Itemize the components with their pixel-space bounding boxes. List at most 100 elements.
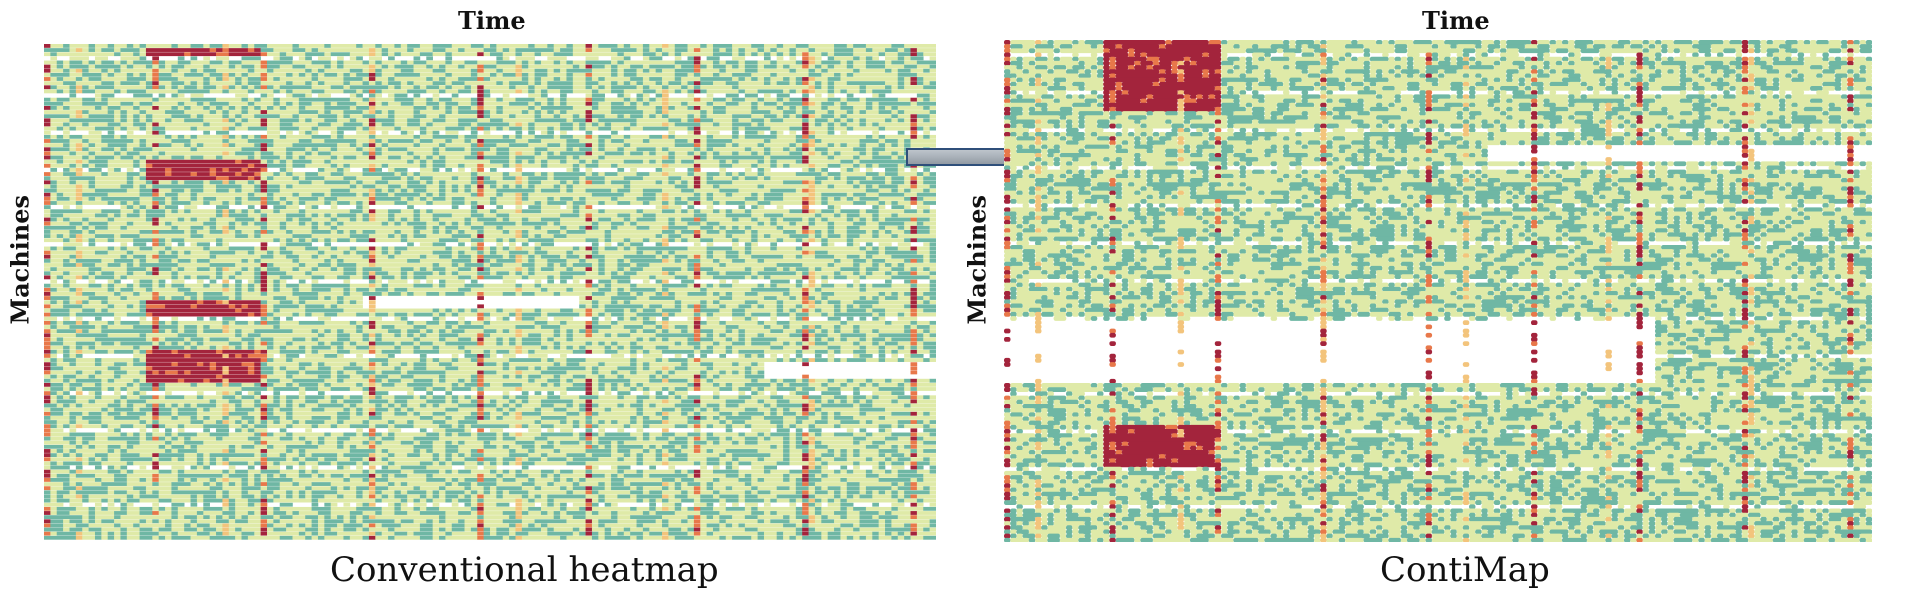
heatmap-cell	[286, 296, 300, 300]
heatmap-cell	[267, 77, 274, 81]
heatmap-cell	[63, 159, 77, 164]
heatmap-cell	[763, 213, 784, 218]
heatmap-cell	[572, 81, 586, 86]
heatmap-cell	[681, 52, 714, 57]
heatmap-cell	[44, 118, 51, 123]
heatmap-cell	[521, 234, 529, 238]
heatmap-cell	[56, 85, 70, 90]
heatmap-cell	[579, 114, 586, 119]
heatmap-cell	[279, 56, 293, 61]
heatmap-cell	[63, 271, 70, 276]
heatmap-cell	[744, 172, 758, 176]
heatmap-cell	[540, 114, 555, 119]
heatmap-cell	[381, 163, 389, 168]
heatmap-cell	[483, 188, 497, 193]
heatmap-cell	[216, 155, 223, 160]
heatmap-cell	[693, 60, 701, 65]
heatmap-cell	[101, 60, 115, 65]
heatmap-cell	[719, 72, 733, 77]
heatmap-cell	[662, 85, 669, 90]
heatmap-cell	[292, 64, 306, 69]
heatmap-cell	[75, 77, 83, 81]
heatmap-cell	[865, 101, 873, 106]
heatmap-cell	[311, 101, 325, 106]
heatmap-cell	[598, 238, 605, 243]
heatmap-cell	[776, 44, 784, 48]
heatmap-cell	[789, 130, 797, 135]
heatmap-cell	[88, 267, 102, 272]
heatmap-cell	[56, 97, 70, 102]
heatmap-cell	[891, 292, 899, 296]
heatmap-cell	[687, 209, 695, 214]
heatmap-cell	[821, 85, 828, 90]
heatmap-cell	[872, 230, 879, 234]
heatmap-cell	[713, 106, 727, 110]
heatmap-cell	[292, 60, 312, 65]
heatmap-cell	[821, 308, 835, 313]
heatmap-cell	[706, 221, 720, 226]
heatmap-cell	[642, 101, 650, 106]
heatmap-cell	[419, 163, 427, 168]
heatmap-cell	[814, 188, 867, 193]
heatmap-cell	[865, 287, 911, 292]
heatmap-cell	[120, 101, 134, 106]
heatmap-cell	[496, 60, 516, 65]
heatmap-cell	[776, 320, 790, 325]
heatmap-cell	[872, 254, 892, 259]
heatmap-cell	[439, 77, 446, 81]
heatmap-cell	[133, 147, 153, 152]
heatmap-cell	[515, 308, 523, 313]
heatmap-cell	[413, 230, 421, 234]
heatmap-cell	[368, 163, 376, 168]
heatmap-cell	[674, 143, 695, 148]
heatmap-cell	[209, 81, 236, 86]
heatmap-cell	[152, 283, 159, 288]
heatmap-cell	[853, 118, 860, 123]
heatmap-cell	[349, 188, 370, 193]
heatmap-cell	[209, 172, 217, 176]
heatmap-cell	[165, 110, 185, 114]
heatmap-cell	[145, 205, 153, 210]
heatmap-cell	[445, 81, 453, 86]
heatmap-cell	[362, 110, 370, 114]
heatmap-cell	[203, 68, 217, 73]
heatmap-cell	[700, 258, 714, 263]
heatmap-cell	[808, 64, 816, 69]
heatmap-cell	[330, 329, 338, 334]
heatmap-cell	[158, 97, 191, 102]
heatmap-cell	[751, 151, 758, 156]
heatmap-cell	[636, 93, 644, 98]
heatmap-cell	[802, 114, 809, 119]
heatmap-cell	[451, 72, 472, 77]
heatmap-cell	[413, 155, 421, 160]
heatmap-cell	[642, 159, 650, 164]
heatmap-cell	[439, 308, 446, 313]
heatmap-cell	[305, 147, 312, 152]
heatmap-cell	[929, 209, 936, 214]
heatmap-cell	[458, 176, 472, 181]
heatmap-cell	[356, 72, 370, 77]
heatmap-cell	[789, 56, 797, 61]
heatmap-cell	[553, 275, 561, 280]
heatmap-cell	[502, 81, 510, 86]
heatmap-cell	[413, 106, 427, 110]
heatmap-cell	[929, 97, 936, 102]
heatmap-cell	[311, 134, 332, 139]
heatmap-cell	[177, 192, 191, 197]
heatmap-cell	[228, 89, 249, 94]
heatmap-cell	[611, 271, 618, 276]
heatmap-cell	[196, 267, 210, 272]
heatmap-cell	[540, 246, 574, 251]
heatmap-cell	[859, 122, 867, 127]
heatmap-cell	[859, 184, 867, 189]
heatmap-cell	[464, 283, 484, 288]
heatmap-cell	[814, 221, 828, 226]
heatmap-cell	[840, 213, 848, 218]
heatmap-cell	[566, 77, 574, 81]
heatmap-cell	[394, 325, 414, 329]
heatmap-cell	[235, 106, 242, 110]
heatmap-cell	[247, 312, 255, 317]
heatmap-cell	[152, 329, 159, 334]
heatmap-cell	[623, 238, 631, 243]
heatmap-cell	[840, 163, 854, 168]
